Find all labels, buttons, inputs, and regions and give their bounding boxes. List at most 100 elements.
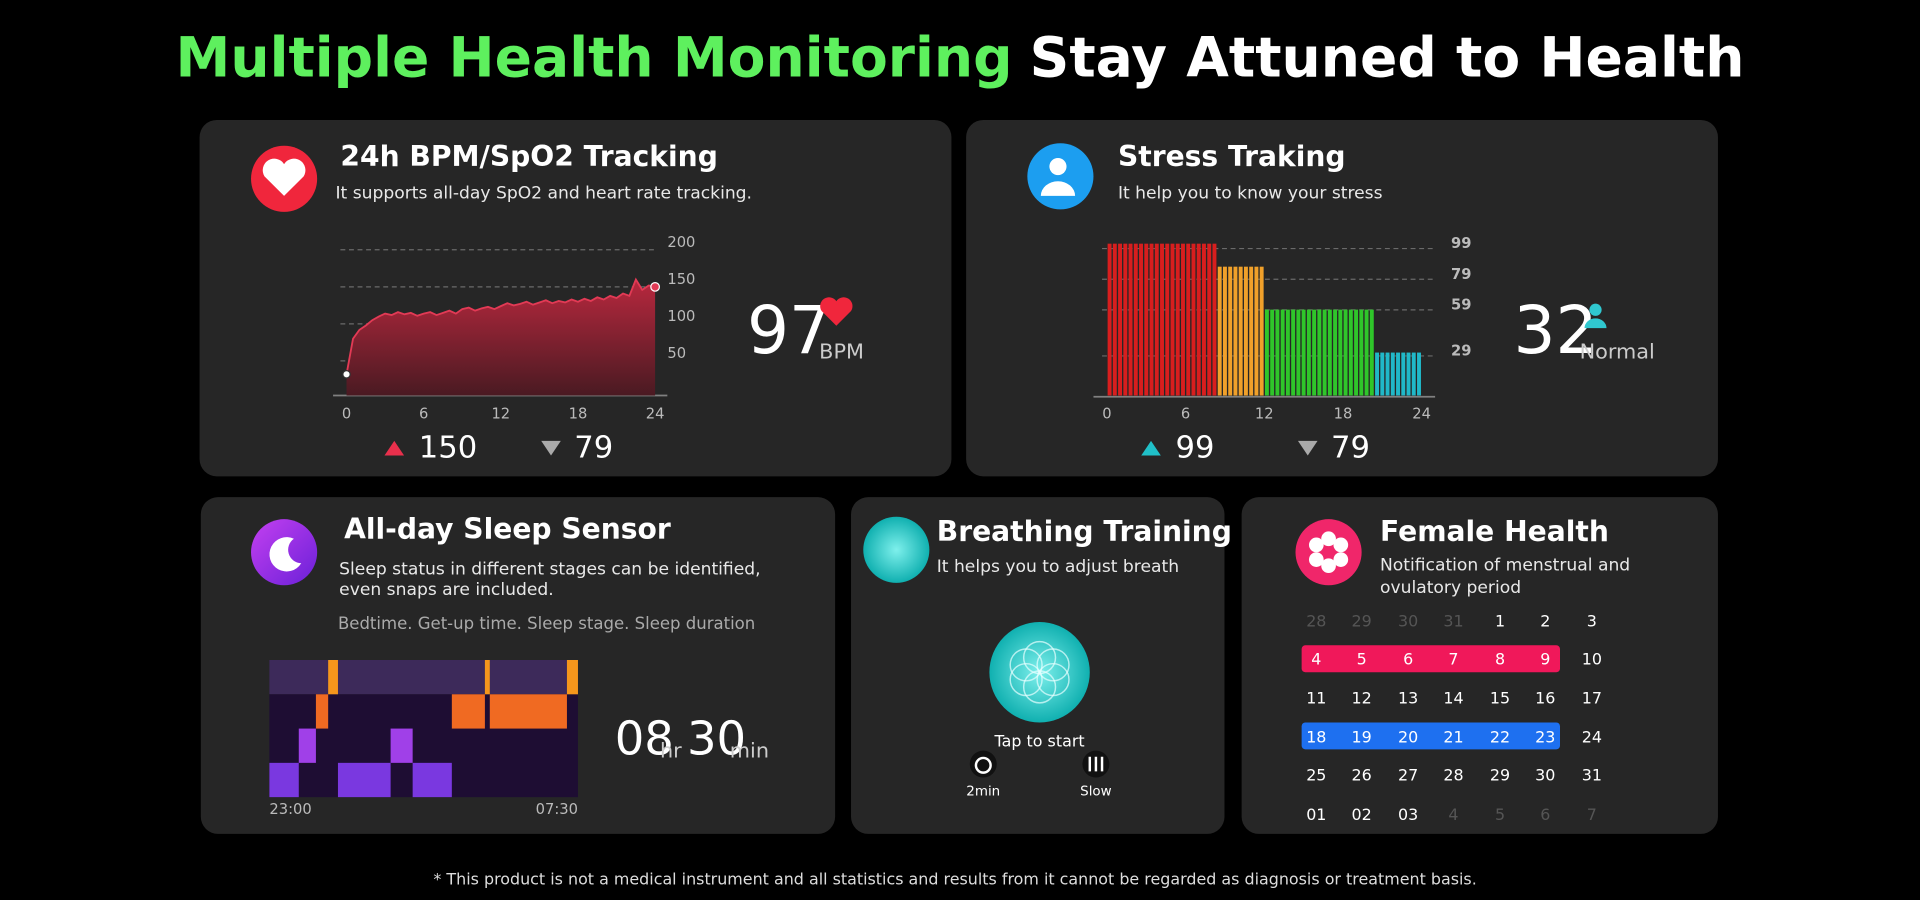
stress-level-icon-body bbox=[1584, 318, 1607, 329]
bar bbox=[1123, 243, 1128, 396]
calendar-day: 27 bbox=[1398, 766, 1418, 785]
card-subtitle: It supports all-day SpO2 and heart rate … bbox=[336, 183, 753, 203]
headline: Multiple Health Monitoring Stay Attuned t… bbox=[176, 26, 1745, 90]
female-icon-flower bbox=[1308, 531, 1349, 574]
bar bbox=[1249, 266, 1254, 396]
bar bbox=[1406, 352, 1411, 396]
bar bbox=[1149, 243, 1154, 396]
disclaimer: * This product is not a medical instrume… bbox=[433, 870, 1476, 889]
awake-block bbox=[566, 660, 578, 695]
x-tick-label: 24 bbox=[1412, 405, 1431, 422]
rem-block bbox=[489, 694, 567, 729]
calendar-day: 1 bbox=[1495, 611, 1505, 630]
bar bbox=[1170, 243, 1175, 396]
current-bpm: 97 bbox=[747, 292, 831, 369]
y-tick-label: 100 bbox=[667, 308, 695, 325]
pace-icon-sliders bbox=[1088, 756, 1104, 772]
bar bbox=[1385, 352, 1390, 396]
awake-block bbox=[484, 660, 490, 695]
calendar-day: 6 bbox=[1540, 805, 1550, 824]
bar bbox=[1202, 243, 1206, 396]
calendar-day: 16 bbox=[1535, 688, 1555, 707]
bar bbox=[1369, 309, 1374, 396]
ovulation-highlight bbox=[1301, 722, 1560, 750]
bar bbox=[1411, 352, 1416, 396]
card-title: All-day Sleep Sensor bbox=[344, 512, 671, 545]
bar bbox=[1107, 243, 1112, 396]
stage-row bbox=[269, 660, 578, 695]
bar bbox=[1217, 266, 1222, 396]
y-tick-label: 150 bbox=[667, 271, 695, 288]
y-tick-label: 59 bbox=[1451, 297, 1471, 314]
y-tick-label: 29 bbox=[1451, 343, 1471, 360]
bar bbox=[1175, 243, 1180, 396]
bar bbox=[1306, 309, 1311, 396]
bar bbox=[1128, 243, 1133, 396]
timer-icon[interactable] bbox=[969, 750, 997, 778]
sleep-minutes-unit: min bbox=[730, 739, 769, 763]
bar bbox=[1354, 309, 1359, 396]
calendar-day: 23 bbox=[1535, 728, 1555, 747]
awake-block bbox=[328, 660, 338, 695]
calendar-day: 01 bbox=[1306, 805, 1326, 824]
bar bbox=[1154, 243, 1159, 396]
calendar-day: 22 bbox=[1490, 728, 1510, 747]
min-arrow bbox=[541, 440, 561, 456]
bar bbox=[1112, 243, 1117, 396]
card-title: Stress Traking bbox=[1118, 140, 1346, 173]
card-description: Sleep status in different stages can be … bbox=[339, 559, 760, 579]
card-note: Bedtime. Get-up time. Sleep stage. Sleep… bbox=[338, 614, 755, 633]
bar bbox=[1375, 352, 1380, 396]
bar bbox=[1243, 266, 1248, 396]
card-title: Female Health bbox=[1380, 515, 1609, 548]
bar bbox=[1254, 266, 1259, 396]
x-tick-label: 12 bbox=[1255, 405, 1274, 422]
calendar-day: 24 bbox=[1582, 728, 1602, 747]
stress-icon-body bbox=[1040, 181, 1076, 196]
x-tick-label: 24 bbox=[646, 405, 665, 422]
stress-level: Normal bbox=[1580, 339, 1655, 363]
calendar-day: 9 bbox=[1540, 649, 1550, 668]
calendar-day: 28 bbox=[1443, 766, 1463, 785]
breathing-flower bbox=[1009, 640, 1070, 704]
calendar-day: 10 bbox=[1582, 649, 1602, 668]
bpm-unit: BPM bbox=[819, 339, 864, 363]
start-label[interactable]: Tap to start bbox=[994, 731, 1085, 750]
bar bbox=[1280, 309, 1285, 396]
bar bbox=[1144, 243, 1149, 396]
calendar-day: 29 bbox=[1490, 766, 1510, 785]
bar bbox=[1401, 352, 1406, 396]
x-tick-label: 18 bbox=[569, 405, 588, 422]
max-arrow bbox=[384, 440, 405, 456]
light-block bbox=[390, 728, 413, 763]
calendar-day: 17 bbox=[1582, 688, 1602, 707]
bar bbox=[1212, 243, 1217, 396]
x-tick-label: 6 bbox=[419, 405, 428, 422]
bar bbox=[1322, 309, 1327, 396]
bar bbox=[1343, 309, 1348, 396]
bar bbox=[1348, 309, 1353, 396]
bar bbox=[1327, 309, 1332, 396]
deep-block bbox=[412, 762, 452, 798]
calendar-day: 31 bbox=[1582, 766, 1602, 785]
bar bbox=[1364, 309, 1369, 396]
bar bbox=[1186, 243, 1191, 396]
bar bbox=[1222, 266, 1227, 396]
bar bbox=[1285, 309, 1290, 396]
bar bbox=[1338, 309, 1343, 396]
bar bbox=[1233, 266, 1238, 396]
bar bbox=[1312, 309, 1317, 396]
calendar-day: 6 bbox=[1403, 649, 1413, 668]
start-point bbox=[342, 370, 351, 379]
sleep-minutes: 30 bbox=[687, 711, 746, 765]
bar bbox=[1139, 243, 1143, 396]
bar bbox=[1118, 243, 1123, 396]
card-subtitle: Notification of menstrual and bbox=[1380, 556, 1630, 576]
bar bbox=[1390, 352, 1395, 396]
calendar-day: 11 bbox=[1306, 688, 1326, 707]
line bbox=[345, 277, 656, 375]
stress-icon bbox=[1027, 143, 1094, 210]
heart-icon-shape bbox=[262, 158, 306, 196]
